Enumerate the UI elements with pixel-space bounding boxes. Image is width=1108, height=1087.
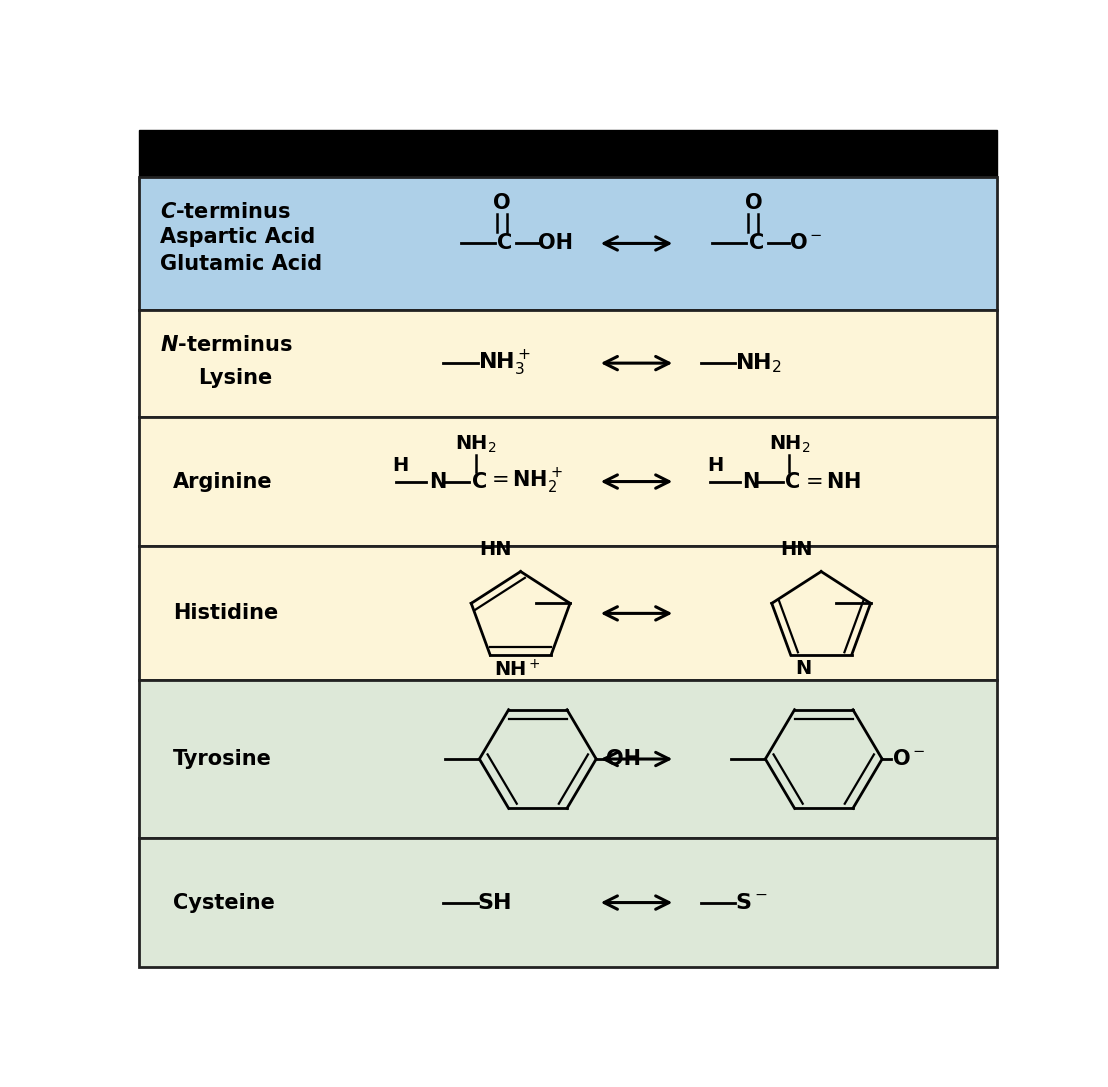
- Text: C: C: [749, 234, 765, 253]
- Text: C: C: [786, 472, 800, 491]
- Bar: [138, 416, 997, 547]
- Text: Cysteine: Cysteine: [173, 892, 275, 913]
- Bar: [138, 310, 997, 416]
- Bar: [138, 680, 997, 838]
- Text: C: C: [472, 472, 486, 491]
- Text: Histidine: Histidine: [173, 603, 278, 623]
- Text: $=$NH$_2^+$: $=$NH$_2^+$: [488, 467, 563, 496]
- Text: O: O: [745, 193, 762, 213]
- Bar: [138, 547, 997, 680]
- Text: H: H: [707, 455, 724, 475]
- Text: $=$NH: $=$NH: [801, 472, 861, 491]
- Text: NH$^+$: NH$^+$: [494, 659, 542, 680]
- Text: O: O: [493, 193, 511, 213]
- Text: Arginine: Arginine: [173, 472, 273, 491]
- Text: HN: HN: [780, 540, 812, 559]
- Bar: [138, 177, 997, 310]
- Text: N: N: [429, 472, 447, 491]
- Text: OH: OH: [537, 234, 573, 253]
- Text: N: N: [794, 659, 811, 678]
- Text: Tyrosine: Tyrosine: [173, 749, 271, 769]
- Text: Aspartic Acid: Aspartic Acid: [160, 227, 315, 247]
- Text: NH$_2$: NH$_2$: [769, 434, 810, 454]
- Text: NH$_2$: NH$_2$: [455, 434, 496, 454]
- Text: S$^-$: S$^-$: [736, 892, 768, 913]
- Text: O$^-$: O$^-$: [789, 234, 823, 253]
- Text: NH$_3^+$: NH$_3^+$: [478, 349, 531, 378]
- Bar: [138, 838, 997, 967]
- Text: NH$_2$: NH$_2$: [736, 351, 782, 375]
- Text: Lysine: Lysine: [198, 368, 273, 388]
- Text: C: C: [497, 234, 513, 253]
- Bar: [138, 130, 997, 183]
- Text: $\bfit{C}$-terminus: $\bfit{C}$-terminus: [160, 201, 290, 222]
- Text: HN: HN: [480, 540, 512, 559]
- Text: Glutamic Acid: Glutamic Acid: [160, 254, 322, 274]
- Text: SH: SH: [478, 892, 512, 913]
- Text: N: N: [742, 472, 760, 491]
- Text: OH: OH: [606, 749, 642, 769]
- Text: $\bfit{N}$-terminus: $\bfit{N}$-terminus: [160, 335, 293, 354]
- Text: O$^-$: O$^-$: [892, 749, 926, 769]
- Text: H: H: [392, 455, 409, 475]
